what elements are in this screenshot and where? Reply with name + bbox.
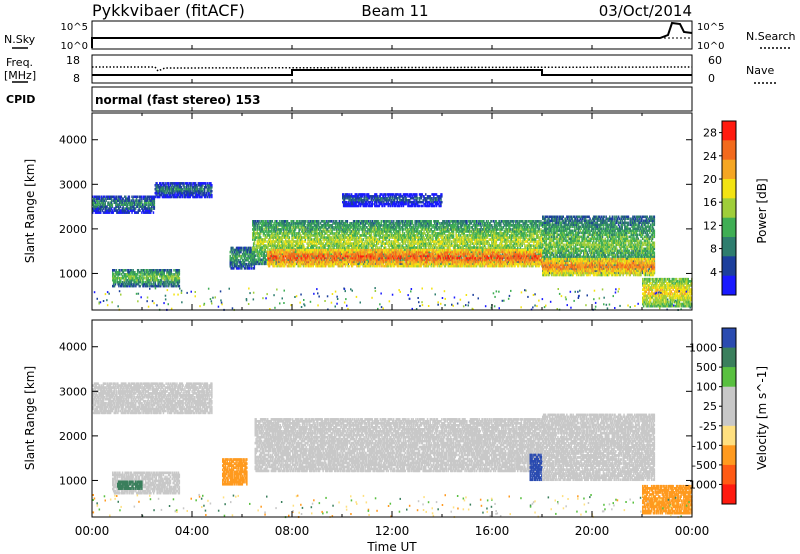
power-cell <box>211 190 212 193</box>
power-cell <box>179 277 180 280</box>
power-cell <box>363 238 364 241</box>
power-cell <box>116 196 117 199</box>
power-cell <box>140 285 141 288</box>
power-cell <box>305 220 306 223</box>
power-band <box>230 247 256 270</box>
nsky-panel-frame <box>92 21 692 49</box>
power-band <box>112 269 180 287</box>
nsky-tick-bottom: 10^0 <box>61 41 88 52</box>
nsearch-tick-bottom: 10^0 <box>697 41 724 52</box>
power-cell <box>144 269 145 272</box>
beam-title: Beam 11 <box>361 2 428 20</box>
power-cell <box>385 246 386 249</box>
power-cell <box>302 240 303 243</box>
power-cell <box>141 196 142 199</box>
power-cell <box>272 220 273 223</box>
power-cell <box>137 196 138 199</box>
power-cell <box>211 184 212 187</box>
power-cell <box>179 269 180 272</box>
power-cell <box>153 211 154 214</box>
power-cell <box>139 209 140 212</box>
freq-tick-top: 18 <box>66 54 80 67</box>
power-cell <box>399 242 400 245</box>
power-cell <box>164 269 165 272</box>
power-cell <box>403 228 404 231</box>
power-cell <box>183 182 184 185</box>
power-cell <box>173 269 174 272</box>
cpid-label: CPID <box>6 93 35 106</box>
nsearch-label: N.Search <box>746 30 796 43</box>
nave-tick-bottom: 0 <box>708 72 715 85</box>
nave-label: Nave <box>746 64 774 77</box>
power-band <box>155 182 213 198</box>
power-cell <box>431 220 432 223</box>
power-cell <box>318 220 319 223</box>
power-cell <box>119 269 120 272</box>
cpid-value: normal (fast stereo) 153 <box>95 93 261 107</box>
freq-tick-bottom: 8 <box>73 72 80 85</box>
power-cell <box>168 182 169 185</box>
power-cell <box>179 285 180 288</box>
power-cell <box>413 224 414 227</box>
power-cell <box>122 197 123 200</box>
nsky-label: N.Sky <box>4 33 36 46</box>
nave-tick-top: 60 <box>708 54 722 67</box>
power-cell <box>112 203 113 206</box>
power-cell <box>164 182 165 185</box>
power-cell <box>125 269 126 272</box>
power-cell <box>252 263 253 266</box>
date-title: 03/Oct/2014 <box>599 2 692 20</box>
power-cell <box>241 247 242 250</box>
power-cell <box>171 269 172 272</box>
power-cell <box>393 220 394 223</box>
station-title: Pykkvibaer (fitACF) <box>92 1 245 20</box>
power-cell <box>412 220 413 223</box>
power-cell <box>282 240 283 243</box>
power-cell <box>205 182 206 185</box>
power-cell <box>347 220 348 223</box>
power-cell <box>430 234 431 237</box>
power-cell <box>144 277 145 280</box>
power-cell <box>129 196 130 199</box>
power-cell <box>255 254 256 257</box>
power-plot-area <box>92 113 692 310</box>
power-band <box>92 196 155 214</box>
power-cell <box>381 220 382 223</box>
power-cell <box>99 196 100 199</box>
freq-label: Freq. <box>6 56 33 69</box>
nsearch-tick-top: 10^5 <box>697 22 724 33</box>
power-cell <box>289 236 290 239</box>
nsky-tick-top: 10^5 <box>61 22 88 33</box>
power-cell <box>190 182 191 185</box>
power-cell <box>331 220 332 223</box>
power-cell <box>332 232 333 235</box>
freq-unit-label: [MHz] <box>4 69 36 82</box>
power-cell <box>404 232 405 235</box>
power-cell <box>172 273 173 276</box>
power-cell <box>211 194 212 197</box>
